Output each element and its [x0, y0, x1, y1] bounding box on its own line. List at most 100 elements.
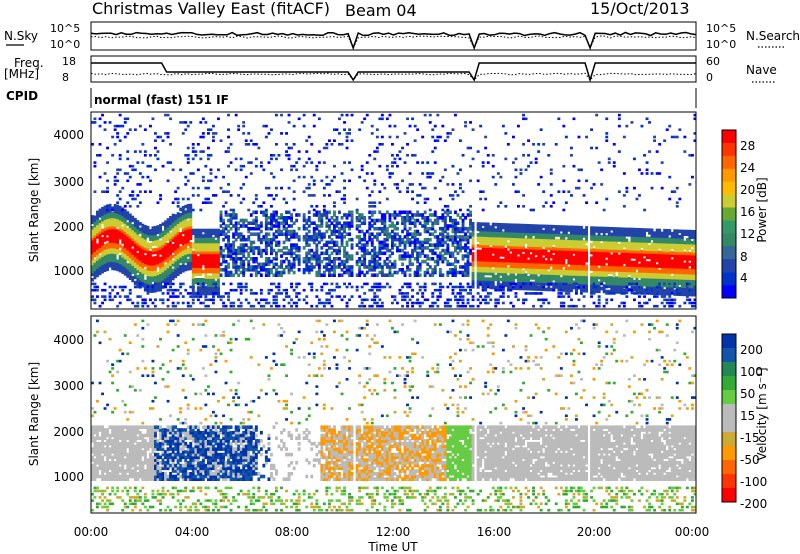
power-cell: [590, 292, 593, 295]
power-cell: [113, 214, 117, 219]
power-cell: [368, 259, 372, 264]
power-cell: [418, 285, 422, 289]
power-cell: [184, 243, 188, 247]
power-cell: [267, 240, 271, 245]
power-cell: [443, 235, 447, 239]
power-cell: [411, 288, 414, 292]
power-cell: [196, 228, 200, 233]
power-cell: [501, 253, 505, 257]
power-cell: [564, 250, 568, 254]
power-cell: [610, 265, 614, 269]
power-cell: [564, 225, 568, 229]
power-cell: [612, 143, 616, 146]
power-cell: [156, 241, 160, 246]
power-cell: [380, 183, 384, 186]
power-cell: [222, 226, 225, 231]
power-cell: [413, 243, 417, 247]
power-cell: [290, 298, 293, 302]
power-cell: [524, 282, 528, 286]
power-cell: [355, 208, 359, 212]
power-cell: [363, 298, 367, 302]
power-cell: [91, 239, 94, 244]
power-cell: [335, 221, 339, 225]
power-cell: [179, 265, 183, 269]
power-cell: [252, 251, 256, 256]
power-cell: [592, 229, 596, 233]
power-cell: [527, 154, 530, 157]
power-cell: [496, 274, 500, 279]
power-cell: [131, 229, 135, 233]
power-cell: [454, 113, 457, 117]
power-cell: [549, 172, 553, 175]
power-cell: [514, 190, 518, 193]
power-cell: [595, 270, 599, 274]
power-cell: [325, 248, 329, 253]
power-cell: [315, 205, 319, 208]
power-cell: [501, 301, 505, 305]
power-cell: [275, 285, 278, 289]
power-cell: [212, 267, 215, 271]
power-cell: [519, 234, 523, 239]
power-cell: [605, 246, 609, 250]
power-cell: [297, 298, 301, 302]
power-cell: [481, 274, 485, 278]
power-cell: [345, 213, 349, 217]
power-cell: [131, 275, 135, 280]
power-cell: [459, 237, 462, 242]
power-cell: [325, 243, 329, 247]
power-cell: [317, 257, 321, 261]
power-cell: [290, 224, 293, 228]
power-cell: [340, 172, 344, 175]
power-cell: [456, 301, 460, 305]
power-cell: [597, 232, 601, 236]
power-cell: [224, 190, 228, 193]
power-cell: [254, 218, 258, 223]
power-cell: [189, 209, 193, 213]
power-cell: [559, 288, 563, 292]
power-cell: [590, 261, 593, 266]
power-cell: [315, 235, 319, 239]
power-cell: [166, 242, 170, 247]
power-cell: [297, 117, 301, 121]
power-cell: [524, 298, 528, 302]
power-cell: [103, 257, 107, 262]
power-cell: [315, 248, 319, 253]
power-cell: [375, 150, 379, 153]
power-cell: [282, 259, 286, 264]
power-cell: [181, 295, 185, 298]
power-cell: [330, 265, 334, 269]
power-cell: [151, 229, 155, 233]
power-cell: [302, 237, 306, 242]
power-cell: [181, 225, 185, 229]
power-cell: [575, 236, 578, 241]
power-cell: [529, 246, 533, 250]
power-cell: [575, 264, 578, 268]
power-cell: [287, 251, 291, 256]
power-cell: [570, 250, 573, 254]
power-cell: [113, 264, 117, 268]
power-cell: [204, 201, 208, 204]
power-cell: [368, 194, 372, 197]
power-cell: [355, 262, 359, 267]
power-cell: [302, 216, 306, 220]
power-cell: [413, 229, 417, 234]
power-cell: [254, 268, 258, 272]
power-cell: [383, 213, 387, 217]
power-cell: [570, 247, 573, 251]
power-cell: [350, 221, 354, 225]
power-cell: [504, 157, 508, 161]
power-cell: [597, 304, 601, 308]
power-cell: [126, 157, 130, 161]
power-cell: [363, 216, 367, 220]
power-cell: [111, 258, 115, 262]
power-cell: [328, 246, 331, 250]
power-cell: [496, 242, 500, 246]
power-cell: [580, 275, 583, 279]
power-cell: [446, 298, 450, 302]
power-cell: [305, 186, 309, 190]
power-cell: [496, 228, 500, 232]
power-cell: [264, 208, 268, 212]
power-cell: [524, 117, 528, 121]
power-cell: [159, 286, 162, 291]
power-cell: [222, 221, 225, 225]
